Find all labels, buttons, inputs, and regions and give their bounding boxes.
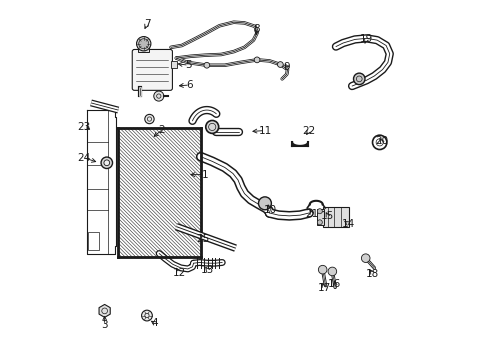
Text: 8: 8 (253, 24, 260, 35)
Circle shape (317, 220, 322, 225)
Circle shape (104, 160, 109, 166)
Circle shape (258, 197, 271, 210)
Bar (88, 232, 99, 250)
Bar (118, 128, 201, 257)
Text: 11: 11 (258, 126, 271, 135)
Text: 7: 7 (143, 19, 150, 29)
Text: 18: 18 (366, 269, 379, 279)
Text: 10: 10 (263, 206, 276, 216)
Circle shape (327, 267, 336, 276)
Text: 6: 6 (186, 80, 193, 90)
Text: 1: 1 (202, 170, 208, 180)
Circle shape (101, 157, 112, 168)
Circle shape (277, 62, 283, 67)
FancyBboxPatch shape (132, 49, 172, 90)
Text: 2: 2 (159, 125, 165, 135)
Text: 25: 25 (196, 234, 209, 244)
Text: 24: 24 (77, 153, 90, 163)
Bar (316, 209, 324, 225)
Text: 14: 14 (341, 219, 354, 229)
Text: 9: 9 (283, 62, 289, 72)
Text: 20: 20 (374, 136, 387, 146)
Text: 3: 3 (101, 320, 108, 330)
Text: 22: 22 (302, 126, 315, 135)
Text: 4: 4 (151, 319, 158, 328)
Circle shape (136, 37, 151, 51)
Circle shape (353, 73, 364, 85)
Circle shape (317, 209, 322, 214)
Circle shape (361, 254, 369, 262)
Circle shape (153, 91, 163, 101)
Circle shape (142, 310, 152, 321)
Bar (138, 44, 149, 51)
Text: 5: 5 (185, 60, 192, 70)
Text: 16: 16 (327, 279, 341, 289)
Text: 13: 13 (201, 265, 214, 275)
Circle shape (205, 121, 218, 134)
Text: 17: 17 (317, 283, 330, 293)
Circle shape (318, 265, 326, 274)
Text: 15: 15 (321, 211, 334, 221)
Bar (323, 207, 348, 226)
Text: 12: 12 (172, 268, 185, 278)
Circle shape (254, 57, 260, 63)
Text: 21: 21 (305, 209, 318, 219)
Text: 23: 23 (77, 122, 90, 132)
Text: 19: 19 (359, 35, 372, 44)
Bar (171, 61, 177, 68)
Circle shape (203, 62, 209, 68)
Circle shape (144, 114, 154, 124)
Circle shape (139, 39, 148, 49)
